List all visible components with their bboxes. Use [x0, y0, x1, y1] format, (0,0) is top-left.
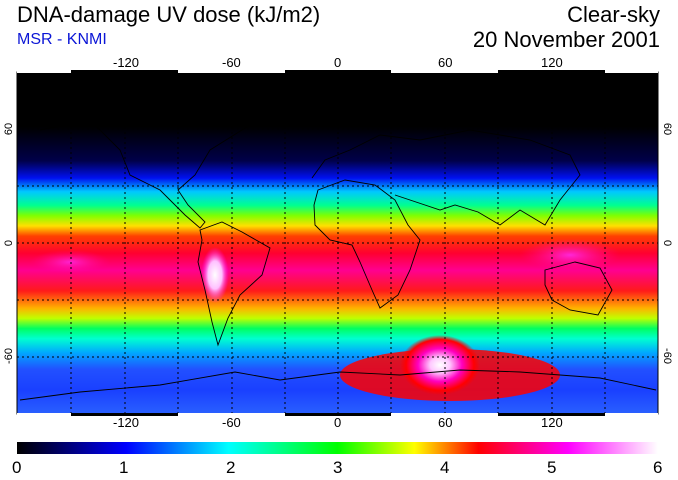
colorbar-label: 0: [12, 458, 22, 477]
sky-condition-label: Clear-sky: [567, 2, 660, 27]
lon-tick-top: 60: [438, 55, 453, 70]
lon-tick-top: -60: [222, 55, 241, 70]
lon-tick-bottom: 0: [334, 415, 342, 430]
colorbar-label: 6: [653, 458, 663, 477]
colorbar-label: 2: [226, 458, 236, 477]
date-label: 20 November 2001: [472, 27, 660, 52]
colorbar-label: 3: [333, 458, 343, 477]
lon-tick-bottom: -60: [222, 415, 241, 430]
lon-tick-bottom: 60: [438, 415, 453, 430]
source-label: MSR - KNMI: [17, 31, 107, 48]
lat-tick-right: -60: [660, 348, 673, 364]
lon-tick-top: -120: [113, 55, 140, 70]
colorbar-label: 4: [440, 458, 450, 477]
colorbar: [17, 442, 658, 454]
lon-tick-top: 120: [541, 55, 563, 70]
colorbar-label: 1: [119, 458, 129, 477]
lat-tick-left: 60: [3, 122, 16, 136]
lon-tick-top: 0: [334, 55, 342, 70]
map-title: DNA-damage UV dose (kJ/m2): [17, 2, 321, 27]
lat-tick-right: 60: [661, 122, 674, 136]
colorbar-label: 5: [547, 458, 557, 477]
lat-tick-right: 0: [661, 239, 674, 247]
coastlines: [19, 104, 657, 401]
lat-tick-left: -60: [2, 348, 15, 364]
lon-tick-bottom: -120: [113, 415, 140, 430]
lon-tick-bottom: 120: [541, 415, 563, 430]
lat-lon-grid: [17, 72, 658, 414]
lat-tick-left: 0: [3, 239, 16, 247]
frame-ticks: [17, 70, 658, 416]
